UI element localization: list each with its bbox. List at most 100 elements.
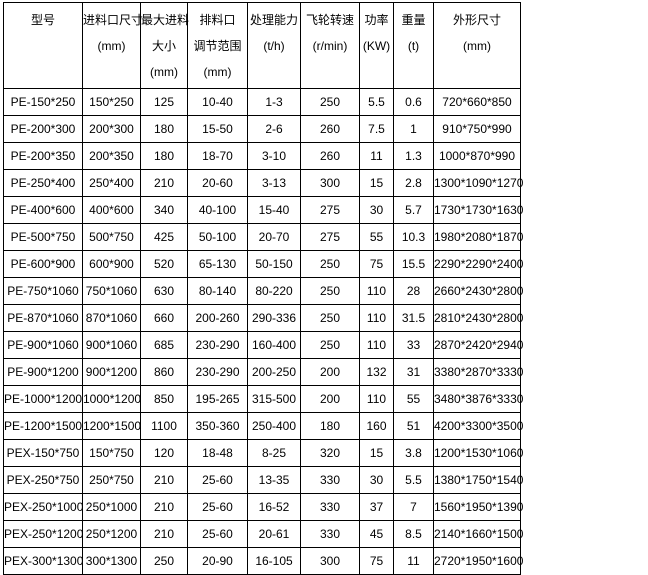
column-header-line: (r/min) bbox=[312, 39, 348, 53]
table-cell: 2.8 bbox=[393, 169, 434, 197]
table-cell: 8.5 bbox=[393, 520, 434, 548]
column-header-line: (t) bbox=[407, 39, 420, 53]
table-cell: PE-900*1060 bbox=[3, 331, 83, 359]
table-cell: 750*1060 bbox=[82, 277, 141, 305]
table-cell: 31 bbox=[393, 358, 434, 386]
table-cell: 250*400 bbox=[82, 169, 141, 197]
table-cell: 1560*1950*1390 bbox=[433, 493, 523, 521]
table-cell: 630 bbox=[140, 277, 188, 305]
table-cell: 5.7 bbox=[393, 196, 434, 224]
column-header-line: (mm) bbox=[150, 65, 178, 79]
table-cell: 200-250 bbox=[247, 358, 301, 386]
column-header-line: 重量 bbox=[401, 13, 426, 27]
table-cell: 180 bbox=[300, 412, 360, 440]
table-cell: PE-870*1060 bbox=[3, 304, 83, 332]
table-cell: PE-1000*1200 bbox=[3, 385, 83, 413]
table-cell: 160 bbox=[359, 412, 394, 440]
table-cell: 210 bbox=[140, 169, 188, 197]
table-cell: 1300*1090*1270 bbox=[433, 169, 523, 197]
table-cell: 1.3 bbox=[393, 142, 434, 170]
table-cell: 250*1200 bbox=[82, 520, 141, 548]
table-cell: 25-60 bbox=[187, 493, 248, 521]
table-cell: PE-750*1060 bbox=[3, 277, 83, 305]
table-row: PEX-250*1000 250*1000 210 25-60 16-52 330 37 7 1… bbox=[3, 493, 523, 521]
table-cell: 5.5 bbox=[359, 88, 394, 116]
table-cell: 2290*2290*2400 bbox=[433, 250, 523, 278]
table-cell: 250 bbox=[300, 277, 360, 305]
header-row: 型号 进料口尺寸 (mm) 最大进料 大小 (mm) 排料口 调节范围 (mm) 处理能力 (t/h… bbox=[3, 2, 521, 89]
table-cell: 1-3 bbox=[247, 88, 301, 116]
table-cell: 860 bbox=[140, 358, 188, 386]
column-header-line: (t/h) bbox=[263, 39, 285, 53]
table-cell: 260 bbox=[300, 142, 360, 170]
table-cell: 210 bbox=[140, 466, 188, 494]
table-row: PEX-150*750 150*750 120 18-48 8-25 320 15 3.8 12… bbox=[3, 439, 523, 467]
table-cell: 50-150 bbox=[247, 250, 301, 278]
table-cell: 425 bbox=[140, 223, 188, 251]
table-cell: PEX-250*1200 bbox=[3, 520, 83, 548]
table-cell: 1000*870*990 bbox=[433, 142, 521, 170]
table-cell: 250*750 bbox=[82, 466, 141, 494]
table-row: PE-870*1060 870*1060 660 200-260 290-336 250 1… bbox=[3, 304, 523, 332]
column-header: 功率 (KW) bbox=[359, 2, 394, 89]
table-cell: 250 bbox=[140, 547, 188, 575]
table-cell: 2810*2430*2800 bbox=[433, 304, 523, 332]
column-header: 外形尺寸 (mm) bbox=[433, 2, 521, 89]
table-cell: 210 bbox=[140, 493, 188, 521]
table-row: PE-750*1060 750*1060 630 80-140 80-220 250 110… bbox=[3, 277, 523, 305]
table-cell: 31.5 bbox=[393, 304, 434, 332]
table-cell: 1980*2080*1870 bbox=[433, 223, 523, 251]
table-cell: 150*250 bbox=[82, 88, 141, 116]
table-cell: 37 bbox=[359, 493, 394, 521]
table-cell: 250 bbox=[300, 304, 360, 332]
table-cell: 900*1200 bbox=[82, 358, 141, 386]
column-header-line: 型号 bbox=[30, 13, 55, 27]
table-cell: 720*660*850 bbox=[433, 88, 521, 116]
table-cell: 290-336 bbox=[247, 304, 301, 332]
table-cell: 200-260 bbox=[187, 304, 248, 332]
table-row: PE-250*400 250*400 210 20-60 3-13 300 15 2.8 130… bbox=[3, 169, 523, 197]
table-cell: PE-600*900 bbox=[3, 250, 83, 278]
column-header: 最大进料 大小 (mm) bbox=[140, 2, 190, 89]
table-cell: 40-100 bbox=[187, 196, 248, 224]
table-cell: 500*750 bbox=[82, 223, 141, 251]
table-cell: 25-60 bbox=[187, 466, 248, 494]
column-header-line: (mm) bbox=[463, 39, 491, 53]
table-cell: 180 bbox=[140, 115, 188, 143]
table-cell: 300 bbox=[300, 547, 360, 575]
column-header: 重量 (t) bbox=[393, 2, 434, 89]
table-cell: 250 bbox=[300, 331, 360, 359]
table-cell: 10.3 bbox=[393, 223, 434, 251]
table-cell: 250 bbox=[300, 88, 360, 116]
table-cell: 1380*1750*1540 bbox=[433, 466, 523, 494]
table-cell: 230-290 bbox=[187, 331, 248, 359]
table-cell: 25-60 bbox=[187, 520, 248, 548]
table-cell: 275 bbox=[300, 196, 360, 224]
table-cell: PE-1200*1500 bbox=[3, 412, 83, 440]
table-cell: 330 bbox=[300, 520, 360, 548]
table-row: PE-400*600 400*600 340 40-100 15-40 275 30 5.7 1… bbox=[3, 196, 523, 224]
table-cell: 1 bbox=[393, 115, 434, 143]
table-cell: 15.5 bbox=[393, 250, 434, 278]
table-row: PE-600*900 600*900 520 65-130 50-150 250 75 15.… bbox=[3, 250, 523, 278]
table-cell: 340 bbox=[140, 196, 188, 224]
table-cell: 45 bbox=[359, 520, 394, 548]
table-cell: 200 bbox=[300, 385, 360, 413]
table-cell: 80-220 bbox=[247, 277, 301, 305]
table-cell: 300 bbox=[300, 169, 360, 197]
table-cell: 30 bbox=[359, 196, 394, 224]
table-cell: 250 bbox=[300, 250, 360, 278]
table-cell: 120 bbox=[140, 439, 188, 467]
column-header: 飞轮转速 (r/min) bbox=[300, 2, 360, 89]
table-row: PE-900*1200 900*1200 860 230-290 200-250 200 1… bbox=[3, 358, 523, 386]
table-row: PE-200*350 200*350 180 18-70 3-10 260 11 1.3 100… bbox=[3, 142, 521, 170]
table-cell: PE-200*350 bbox=[3, 142, 83, 170]
table-cell: 3.8 bbox=[393, 439, 434, 467]
table-cell: 200*350 bbox=[82, 142, 141, 170]
column-header-line: 调节范围 bbox=[193, 39, 242, 53]
column-header-line: 飞轮转速 bbox=[305, 13, 354, 27]
column-header-line: (KW) bbox=[362, 39, 391, 53]
column-header-line: 最大进料 bbox=[141, 13, 190, 27]
table-cell: 600*900 bbox=[82, 250, 141, 278]
table-cell: 75 bbox=[359, 250, 394, 278]
